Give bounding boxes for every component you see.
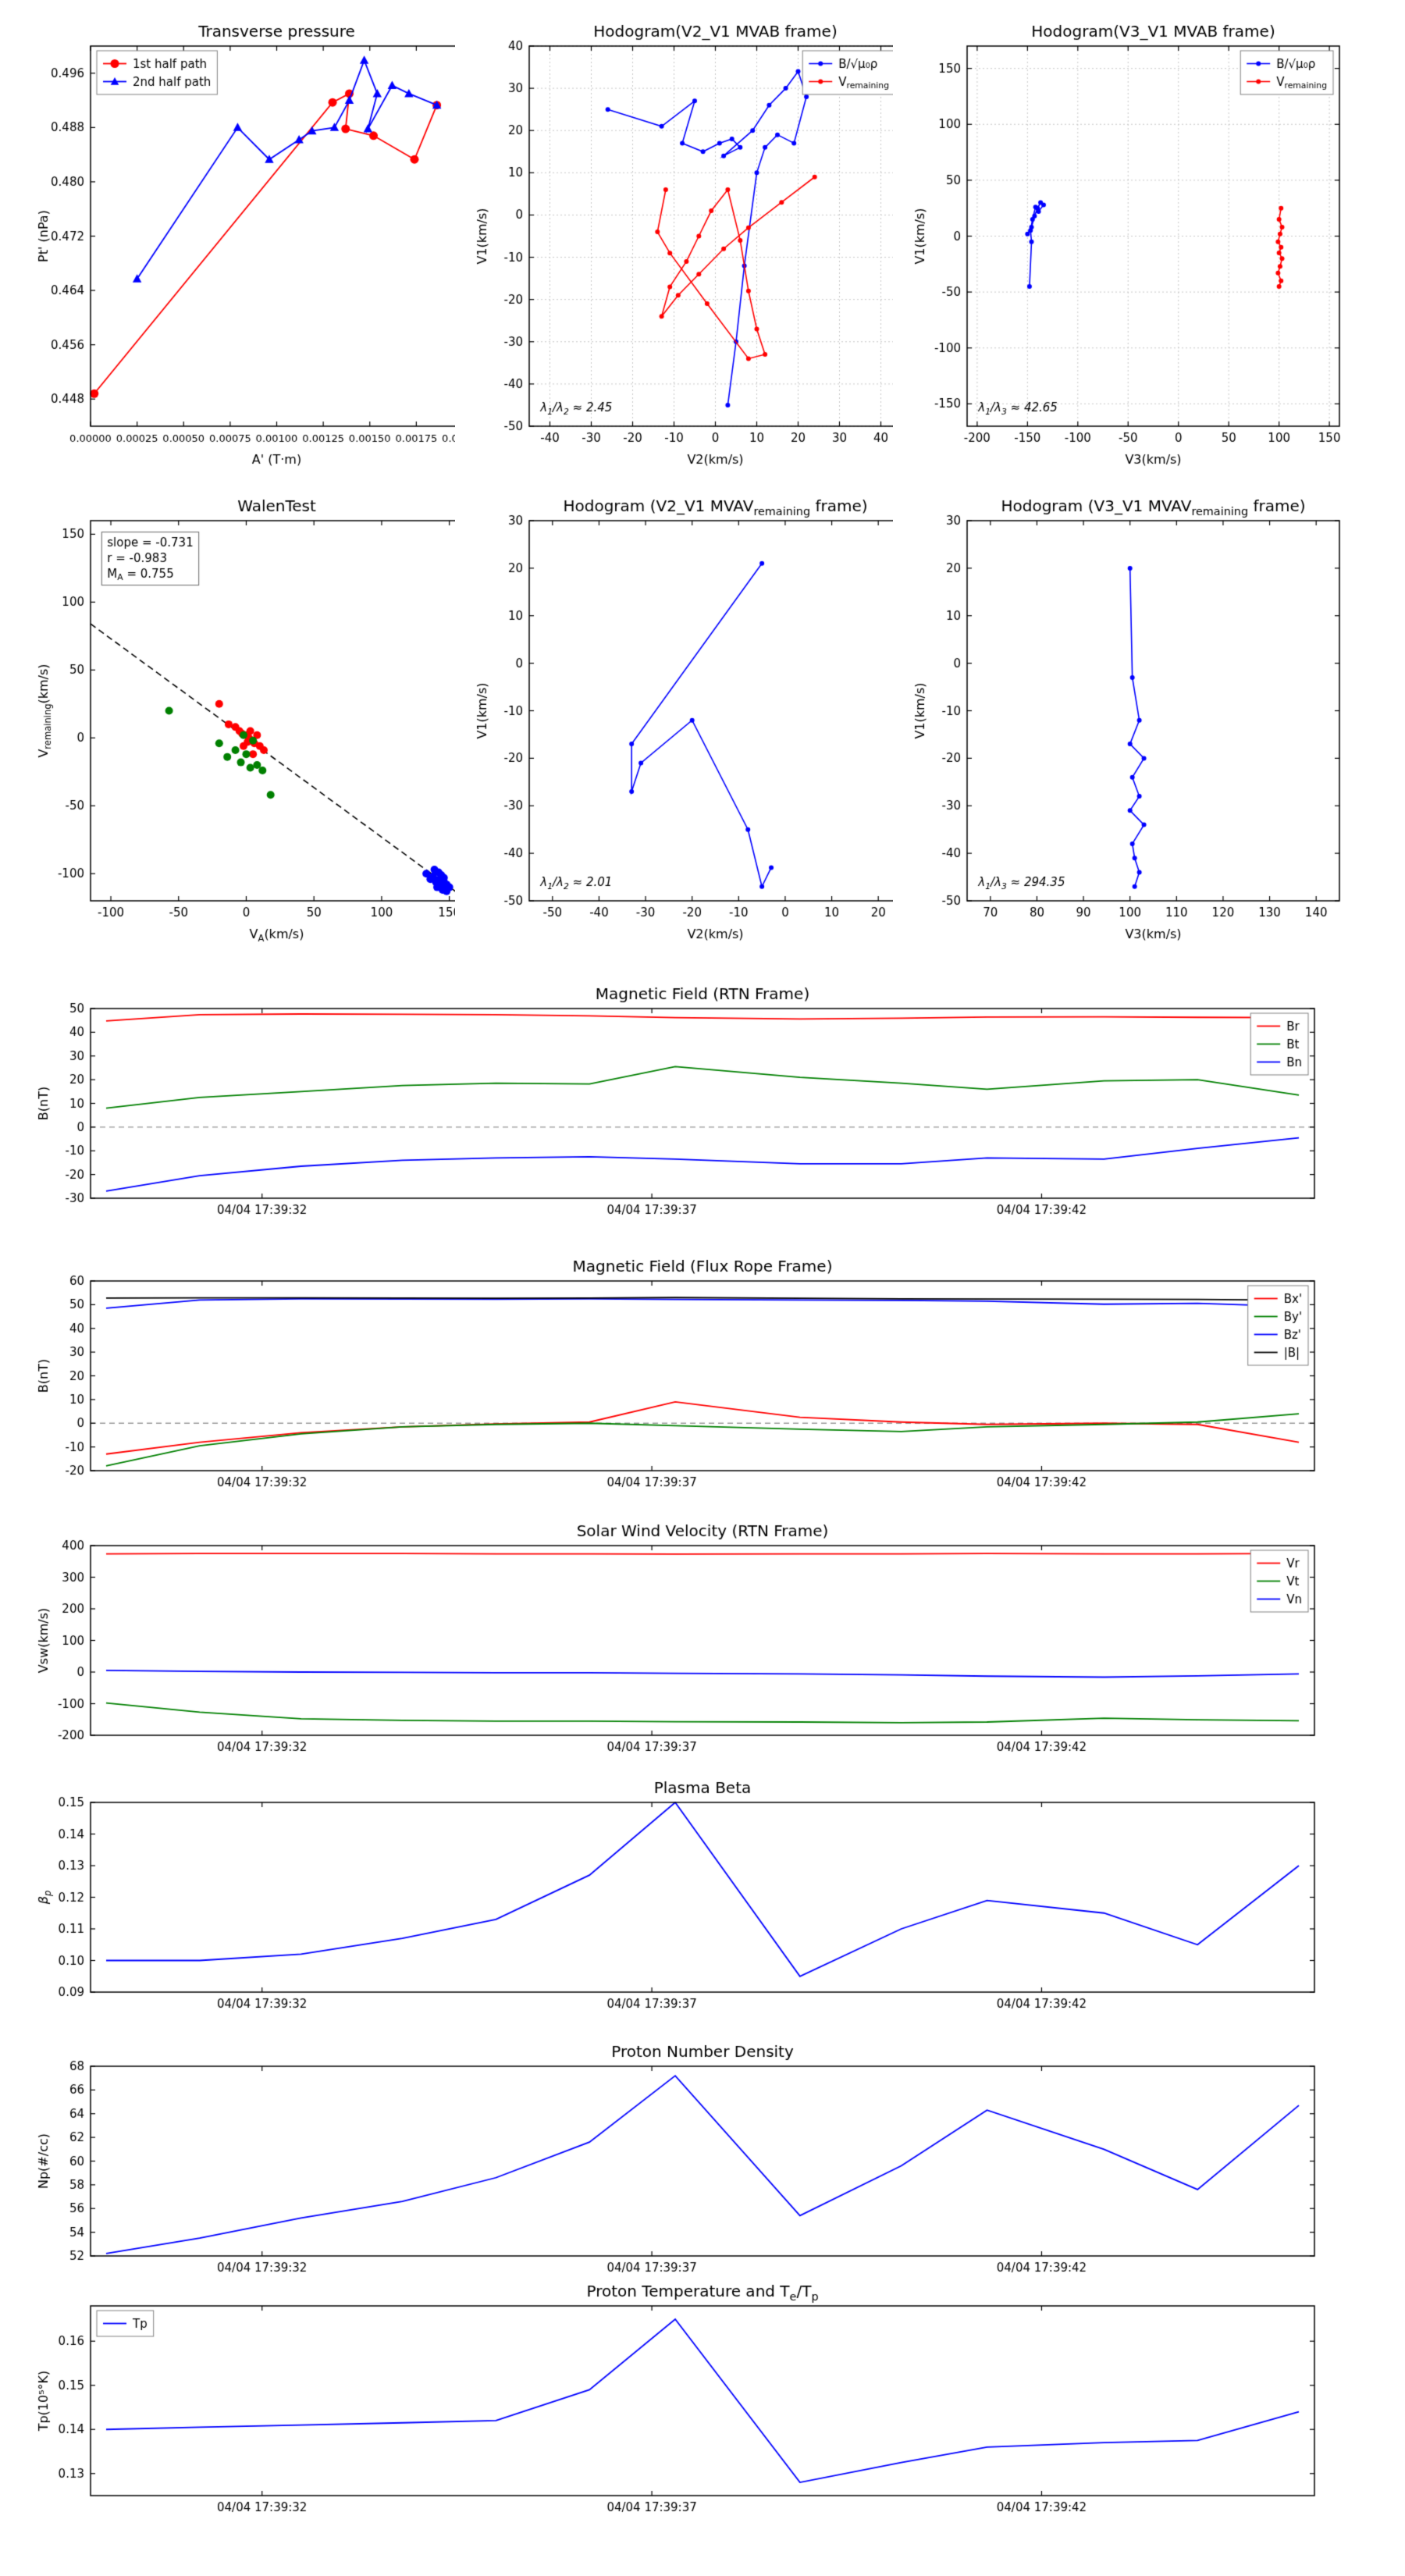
hodogram-v3v1-mvab-chart <box>893 11 1353 479</box>
hodogram-v3v1-mvav-chart <box>893 486 1353 954</box>
transverse-pressure-chart <box>16 11 477 479</box>
proton-temperature-chart <box>16 2275 1336 2535</box>
proton-number-density-chart <box>16 2035 1336 2295</box>
walen-test-chart <box>16 486 477 954</box>
solar-wind-velocity-chart <box>16 1514 1336 1774</box>
plasma-beta-chart <box>16 1771 1336 2031</box>
magnetic-field-rtn-chart <box>16 977 1336 1237</box>
hodogram-v2v1-mvab-chart <box>455 11 916 479</box>
hodogram-v2v1-mvav-chart <box>455 486 916 954</box>
magnetic-field-flux-rope-chart <box>16 1250 1336 1510</box>
